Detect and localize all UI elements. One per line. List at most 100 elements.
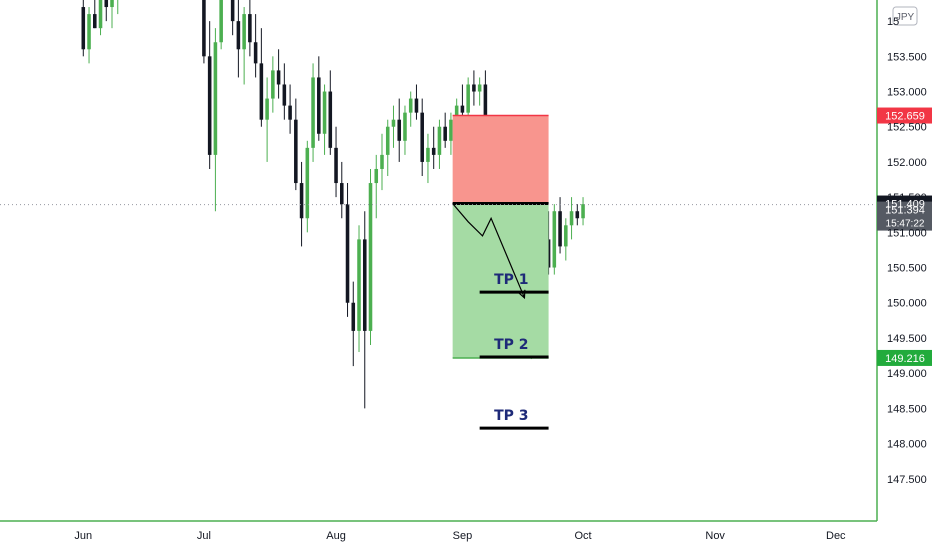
position-tool[interactable] (452, 114, 549, 430)
candle-body (230, 0, 235, 22)
candle-up[interactable] (368, 168, 373, 345)
candle-down[interactable] (259, 28, 264, 127)
candle-up[interactable] (477, 77, 482, 106)
candle-up[interactable] (271, 56, 275, 113)
candle-body (357, 239, 361, 331)
candle-body (345, 204, 350, 303)
candle-down[interactable] (253, 14, 258, 78)
candle-up[interactable] (569, 197, 574, 240)
candle-down[interactable] (282, 63, 287, 120)
candle-down[interactable] (397, 98, 402, 162)
y-tick-label: 147.500 (887, 474, 927, 486)
candle-down[interactable] (230, 0, 235, 36)
candle-down[interactable] (345, 183, 350, 317)
x-tick-label: Oct (574, 530, 591, 542)
candle-down[interactable] (414, 84, 419, 120)
candle-up[interactable] (437, 119, 442, 169)
candle-body (397, 119, 402, 141)
candle-down[interactable] (472, 70, 476, 106)
y-tick-label: 148.000 (887, 439, 927, 451)
candle-down[interactable] (340, 161, 344, 219)
candle-up[interactable] (403, 105, 407, 155)
candle-down[interactable] (92, 0, 97, 29)
candle-down[interactable] (328, 70, 333, 155)
candle-body (207, 56, 212, 155)
candle-down[interactable] (288, 84, 292, 134)
candle-up[interactable] (552, 204, 557, 275)
candle-up[interactable] (408, 91, 413, 127)
candle-up[interactable] (116, 0, 120, 15)
candle-down[interactable] (104, 0, 109, 22)
candle-down[interactable] (558, 197, 562, 254)
candle-up[interactable] (322, 84, 327, 155)
candle-up[interactable] (311, 63, 315, 162)
candle-up[interactable] (391, 105, 396, 148)
plot-area[interactable] (0, 0, 876, 430)
candle-down[interactable] (431, 126, 436, 169)
candle-body (437, 126, 442, 155)
time-axis[interactable] (0, 521, 932, 550)
y-tick-label: 150.500 (887, 263, 927, 275)
candle-body (362, 239, 367, 331)
take-profit-zone[interactable] (452, 203, 549, 358)
y-tick-label: 153.500 (887, 51, 927, 63)
candle-down[interactable] (443, 112, 447, 148)
candle-body (351, 302, 356, 331)
candle-body (460, 105, 465, 113)
candle-down[interactable] (299, 161, 304, 247)
stop-loss-zone[interactable] (452, 115, 549, 204)
current-price-badge (877, 201, 932, 231)
candle-up[interactable] (87, 7, 91, 64)
candle-body (288, 105, 292, 120)
candle-up[interactable] (564, 218, 568, 261)
projection-arrow[interactable] (452, 203, 526, 299)
candle-down[interactable] (351, 281, 356, 367)
candle-body (294, 119, 298, 184)
currency-badge[interactable] (892, 6, 918, 26)
candle-down[interactable] (362, 211, 367, 409)
candle-up[interactable] (242, 7, 246, 85)
candle-body (391, 119, 396, 127)
candle-up[interactable] (305, 140, 310, 233)
candle-up[interactable] (219, 0, 223, 50)
candle-up[interactable] (581, 197, 585, 226)
candle-up[interactable] (374, 154, 379, 219)
candle-up[interactable] (385, 119, 390, 177)
candle-up[interactable] (213, 28, 218, 212)
candle-down[interactable] (317, 56, 321, 141)
candle-down[interactable] (575, 204, 580, 226)
candle-down[interactable] (420, 98, 424, 177)
y-tick-label: 151.500 (887, 192, 927, 204)
candle-down[interactable] (207, 21, 212, 169)
x-tick-label: Nov (705, 530, 725, 542)
candle-body (219, 0, 223, 43)
candle-down[interactable] (276, 49, 281, 99)
candle-down[interactable] (294, 98, 298, 191)
candle-body (581, 204, 585, 219)
candle-up[interactable] (98, 0, 103, 36)
price-axis[interactable] (877, 0, 932, 521)
candle-body (374, 168, 379, 184)
y-tick-label: 149.500 (887, 333, 927, 345)
candle-up[interactable] (380, 133, 384, 191)
candle-body (104, 0, 109, 8)
candle-up[interactable] (265, 77, 269, 162)
stop-price-badge (877, 107, 932, 124)
candle-down[interactable] (81, 0, 86, 57)
candle-down[interactable] (334, 126, 338, 198)
current-price-label: 151.394 (885, 205, 925, 217)
candle-body (317, 77, 321, 134)
candle-up[interactable] (357, 225, 361, 353)
candle-body (87, 14, 91, 50)
candle-down[interactable] (236, 0, 241, 78)
candle-up[interactable] (449, 112, 453, 155)
candle-up[interactable] (110, 0, 114, 29)
candle-up[interactable] (466, 77, 470, 120)
candle-down[interactable] (202, 0, 206, 64)
candle-up[interactable] (426, 133, 430, 184)
candle-down[interactable] (248, 0, 252, 57)
candle-body (408, 98, 413, 113)
